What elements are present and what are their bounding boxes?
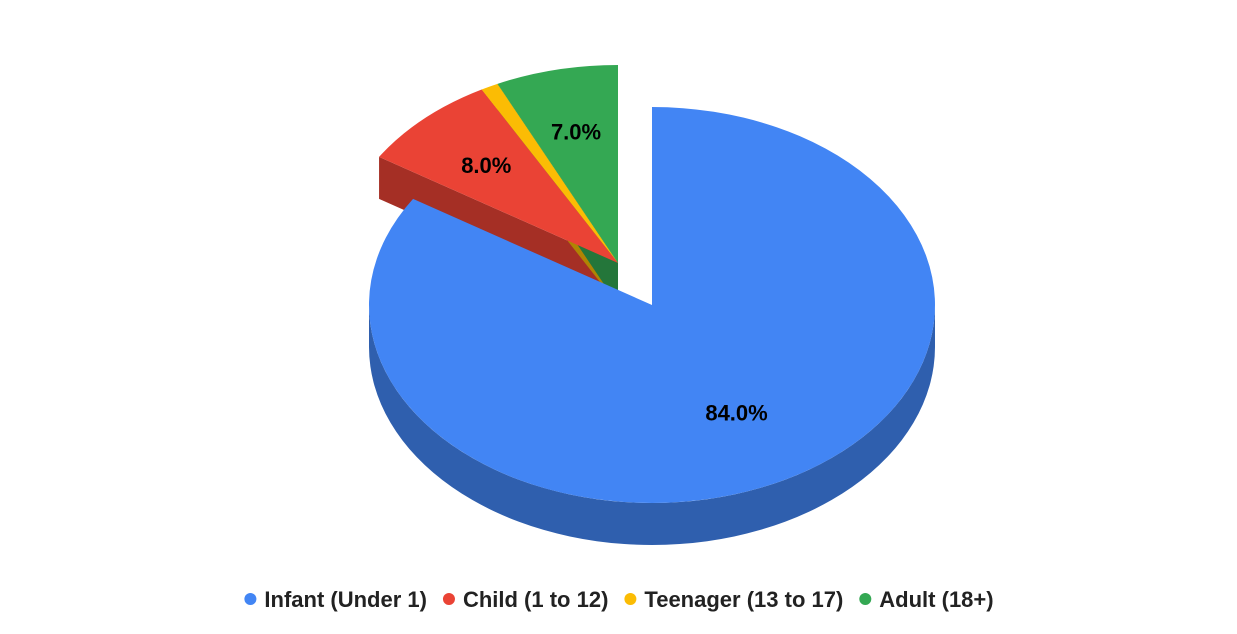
legend-label-infant-under-1[interactable]: Infant (Under 1) (264, 587, 427, 612)
legend-swatch-adult-18 (859, 593, 872, 605)
legend-label-adult-18[interactable]: Adult (18+) (879, 587, 993, 612)
legend-label-teenager-13-to-17[interactable]: Teenager (13 to 17) (644, 587, 843, 612)
slice-child-1-to-12[interactable] (379, 89, 618, 264)
slice-label-infant-under-1: 84.0% (705, 401, 767, 426)
legend: Infant (Under 1) Child (1 to 12) Teenager … (244, 587, 994, 612)
slice-labels: 84.0% 8.0% 7.0% (461, 120, 768, 426)
slice-teenager-13-to-17[interactable] (481, 83, 618, 264)
legend-swatch-infant-under-1 (244, 593, 257, 605)
legend-swatch-teenager-13-to-17 (624, 593, 637, 605)
slice-infant-under-1[interactable] (369, 107, 936, 503)
slice-outer-wall-infant-under-1 (369, 305, 935, 545)
legend-swatch-child-1-to-12 (442, 593, 455, 605)
slice-label-child-1-to-12: 8.0% (461, 153, 511, 178)
legend-label-child-1-to-12[interactable]: Child (1 to 12) (463, 587, 608, 612)
slice-adult-18[interactable] (497, 65, 618, 263)
slice-tops (369, 65, 936, 503)
slice-label-adult-18: 7.0% (551, 120, 601, 145)
